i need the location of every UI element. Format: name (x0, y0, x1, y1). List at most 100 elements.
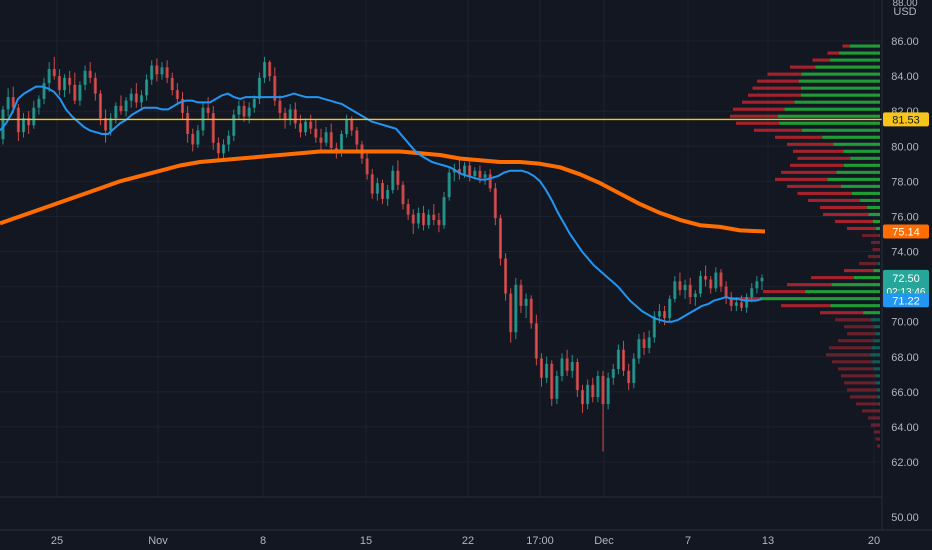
volume-profile-bar-up (805, 290, 880, 294)
time-tick-label: 8 (260, 535, 266, 547)
volume-profile-bar-up (801, 72, 880, 76)
volume-profile-bar-down (847, 388, 877, 392)
price-tick-label: 70.00 (891, 317, 919, 329)
volume-profile-bar-down (775, 135, 823, 139)
candle-body (93, 77, 97, 94)
last-price-label-bg (883, 269, 929, 298)
price-scale[interactable] (882, 0, 932, 530)
slow-ma-price-label: 75.14 (892, 227, 920, 239)
candle-body (601, 376, 605, 405)
volume-profile-bar-up (850, 156, 880, 160)
volume-profile-bar-down (842, 44, 850, 48)
volume-profile-bar-down (875, 437, 880, 441)
volume-profile-bar-up (866, 205, 880, 209)
candle-body (442, 197, 446, 226)
candle-body (180, 98, 185, 113)
price-scale-ticks: 86.0084.0082.0080.0078.0076.0074.0072.00… (891, 36, 919, 469)
volume-profile-bar-down (841, 374, 876, 378)
candle-body (37, 98, 41, 108)
candle-body (580, 390, 585, 405)
volume-profile-bar-up (874, 325, 880, 329)
volume-profile-bar-up (874, 339, 880, 343)
volume-profile-bar-up (879, 255, 880, 259)
volume-profile-bar-down (827, 51, 840, 55)
candle-body (57, 76, 61, 91)
candle-body (529, 298, 533, 324)
volume-profile-bar-up (830, 58, 880, 62)
candle-body (652, 316, 656, 338)
volume-profile-bar-up (871, 318, 880, 322)
candle-body (191, 133, 195, 145)
candle-body (155, 65, 159, 75)
volume-profile-bar-down (856, 402, 879, 406)
candle-body (493, 188, 497, 219)
candle-body (283, 112, 287, 120)
candle-body (755, 281, 759, 289)
candle-body (21, 118, 26, 133)
volume-profile-bar-up (877, 395, 880, 399)
candle-body (611, 369, 615, 378)
candle-body (693, 293, 697, 298)
candle-body (504, 258, 508, 294)
candle-body (109, 118, 113, 131)
price-tick-label: 68.00 (891, 352, 919, 364)
candle-body (47, 69, 51, 84)
last-price-label: 72.50 (892, 273, 920, 285)
volume-profile-bar-down (781, 304, 831, 308)
volume-profile-bar-down (850, 395, 878, 399)
volume-profile (730, 44, 880, 448)
candle-body (570, 362, 574, 371)
candle-body (616, 349, 620, 370)
candle-body (88, 70, 92, 78)
hline-price-label-bg (883, 112, 929, 127)
time-tick-label: 7 (685, 535, 691, 547)
volume-profile-bar-up (794, 100, 880, 104)
volume-profile-bar-down (826, 353, 871, 357)
candle-body (632, 358, 636, 384)
volume-profile-bar-down (812, 58, 831, 62)
candle-body (621, 349, 626, 371)
volume-profile-bar-down (763, 290, 806, 294)
volume-profile-bar-up (859, 198, 880, 202)
volume-profile-bar-up (800, 86, 880, 90)
time-scale[interactable] (0, 530, 932, 550)
candle-body (488, 174, 492, 189)
candle-body (257, 77, 261, 99)
volume-profile-bar-up (870, 353, 880, 357)
candle-body (463, 165, 467, 175)
candle-body (196, 130, 200, 145)
volume-profile-bar-up (830, 304, 880, 308)
price-tick-label: 84.00 (891, 71, 919, 83)
volume-profile-bar-up (877, 262, 880, 266)
candle-body (268, 62, 272, 77)
candle-body (6, 97, 10, 110)
volume-profile-bar-down (829, 346, 872, 350)
volume-profile-bar-up (850, 44, 880, 48)
candle-body (237, 105, 241, 115)
volume-profile-bar-down (754, 128, 802, 132)
candle-body (421, 212, 426, 226)
candle-body (119, 105, 123, 112)
volume-profile-bar-up (844, 163, 880, 167)
candle-body (416, 212, 420, 224)
candle-body (509, 293, 513, 333)
volume-profile-bar-up (760, 297, 880, 301)
candle-body (63, 77, 67, 91)
candle-body (683, 284, 687, 291)
candle-body (380, 183, 385, 199)
candle-body (386, 190, 390, 199)
candle-body (145, 79, 149, 96)
candle-body (309, 121, 313, 129)
volume-profile-bar-up (853, 276, 880, 280)
hline-price-label: 81.53 (892, 114, 920, 126)
candle-body (524, 298, 528, 306)
candle-body (83, 70, 87, 85)
candle-body (468, 165, 472, 177)
volume-profile-bar-up (863, 311, 880, 315)
time-tick-label: Dec (594, 535, 614, 547)
volume-profile-bar-down (832, 360, 873, 364)
volume-profile-bar-up (833, 142, 880, 146)
candle-body (304, 121, 308, 133)
